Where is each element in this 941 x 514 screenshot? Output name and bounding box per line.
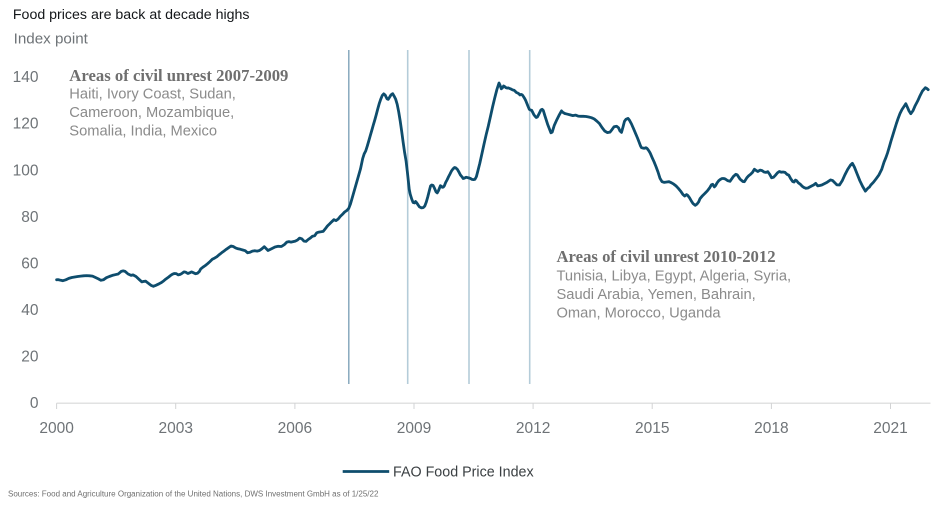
svg-text:Saudi Arabia, Yemen, Bahrain,: Saudi Arabia, Yemen, Bahrain,: [557, 287, 756, 303]
svg-text:Areas of civil unrest 2007-200: Areas of civil unrest 2007-2009: [69, 66, 288, 85]
svg-text:40: 40: [21, 302, 39, 319]
svg-text:2018: 2018: [754, 420, 788, 437]
svg-text:2000: 2000: [39, 420, 74, 437]
svg-text:Tunisia, Libya, Egypt, Algeria: Tunisia, Libya, Egypt, Algeria, Syria,: [557, 269, 792, 285]
svg-text:Haiti, Ivory Coast, Sudan,: Haiti, Ivory Coast, Sudan,: [69, 87, 236, 103]
svg-text:2006: 2006: [278, 420, 312, 437]
svg-text:Index point: Index point: [14, 31, 89, 48]
svg-text:Areas of civil unrest 2010-201: Areas of civil unrest 2010-2012: [557, 247, 776, 266]
svg-text:Oman, Morocco, Uganda: Oman, Morocco, Uganda: [557, 306, 722, 322]
svg-text:60: 60: [21, 256, 39, 273]
svg-text:100: 100: [13, 162, 39, 179]
svg-text:2009: 2009: [397, 420, 431, 437]
svg-text:0: 0: [30, 395, 39, 412]
svg-text:FAO Food Price Index: FAO Food Price Index: [393, 465, 534, 481]
svg-text:2012: 2012: [516, 420, 550, 437]
svg-text:20: 20: [21, 349, 39, 366]
svg-text:120: 120: [13, 116, 39, 133]
svg-text:Food prices are back at decade: Food prices are back at decade highs: [13, 7, 250, 23]
svg-text:Sources: Food and Agriculture: Sources: Food and Agriculture Organizati…: [8, 490, 379, 499]
svg-text:2015: 2015: [635, 420, 669, 437]
svg-text:140: 140: [13, 69, 39, 86]
svg-text:Cameroon, Mozambique,: Cameroon, Mozambique,: [69, 105, 234, 121]
svg-text:2021: 2021: [873, 420, 907, 437]
svg-text:2003: 2003: [158, 420, 192, 437]
svg-text:Somalia, India, Mexico: Somalia, India, Mexico: [69, 124, 217, 140]
svg-text:80: 80: [21, 209, 39, 226]
